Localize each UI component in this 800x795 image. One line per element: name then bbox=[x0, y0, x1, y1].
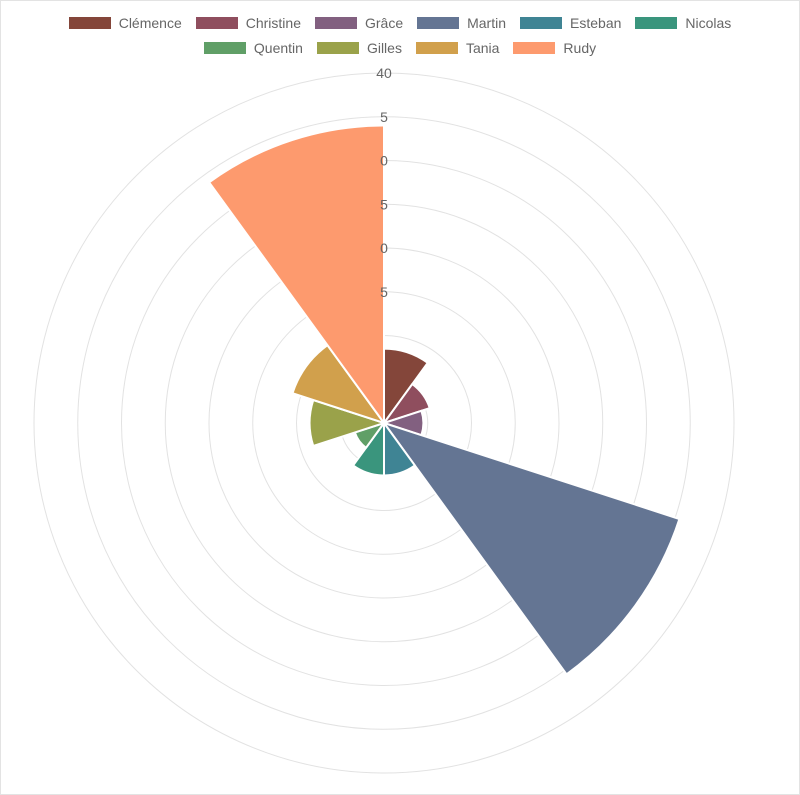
legend-label: Martin bbox=[467, 14, 507, 31]
legend-label: Esteban bbox=[570, 14, 622, 31]
legend-item-rudy[interactable]: Rudy bbox=[513, 40, 596, 56]
legend-swatch bbox=[635, 16, 678, 29]
legend: Clémence Christine Grâce Martin Esteban Nicol… bbox=[0, 10, 800, 60]
segment-christine[interactable] bbox=[383, 383, 431, 424]
segments bbox=[208, 124, 681, 676]
legend-swatch bbox=[314, 16, 357, 29]
legend-swatch bbox=[203, 41, 246, 54]
legend-item-quentin[interactable]: Quentin bbox=[203, 39, 303, 56]
tick-label: 40 bbox=[376, 65, 392, 81]
grid-circle bbox=[33, 72, 735, 774]
segment-rudy[interactable] bbox=[208, 124, 385, 424]
legend-swatch bbox=[513, 41, 556, 54]
legend-swatch bbox=[316, 41, 359, 54]
legend-item-esteban[interactable]: Esteban bbox=[520, 15, 621, 31]
legend-label: Grâce bbox=[364, 14, 404, 31]
legend-label: Tania bbox=[465, 39, 500, 56]
legend-swatch bbox=[195, 16, 238, 29]
grid-circle bbox=[77, 116, 691, 730]
tick-label: 5 bbox=[380, 109, 388, 125]
legend-label: Clémence bbox=[118, 14, 182, 31]
legend-swatch bbox=[417, 16, 460, 29]
legend-item-clemence[interactable]: Clémence bbox=[68, 14, 182, 31]
legend-item-tania[interactable]: Tania bbox=[415, 39, 500, 56]
legend-swatch bbox=[68, 16, 111, 29]
legend-item-gilles[interactable]: Gilles bbox=[316, 39, 402, 56]
legend-swatch bbox=[520, 16, 563, 29]
segment-martin[interactable] bbox=[383, 422, 681, 676]
legend-item-christine[interactable]: Christine bbox=[195, 14, 301, 31]
radial-tick-labels: 40 5 0 5 0 5 bbox=[376, 65, 392, 300]
legend-label: Rudy bbox=[563, 39, 597, 56]
legend-label: Gilles bbox=[366, 39, 402, 56]
legend-item-martin[interactable]: Martin bbox=[417, 15, 506, 31]
segment-nicolas[interactable] bbox=[352, 422, 385, 477]
legend-swatch bbox=[415, 41, 458, 54]
legend-label: Nicolas bbox=[685, 14, 732, 31]
legend-row-2: Quentin Gilles Tania Rudy bbox=[0, 35, 800, 60]
tick-label: 0 bbox=[380, 153, 388, 169]
legend-row-1: Clémence Christine Grâce Martin Esteban Nicol… bbox=[0, 10, 800, 35]
tick-label: 5 bbox=[380, 196, 388, 212]
legend-item-grace[interactable]: Grâce bbox=[314, 14, 404, 31]
legend-label: Quentin bbox=[253, 39, 303, 56]
tick-label: 0 bbox=[380, 240, 388, 256]
tick-label: 5 bbox=[380, 284, 388, 300]
legend-item-nicolas[interactable]: Nicolas bbox=[635, 15, 731, 31]
legend-label: Christine bbox=[245, 14, 301, 31]
